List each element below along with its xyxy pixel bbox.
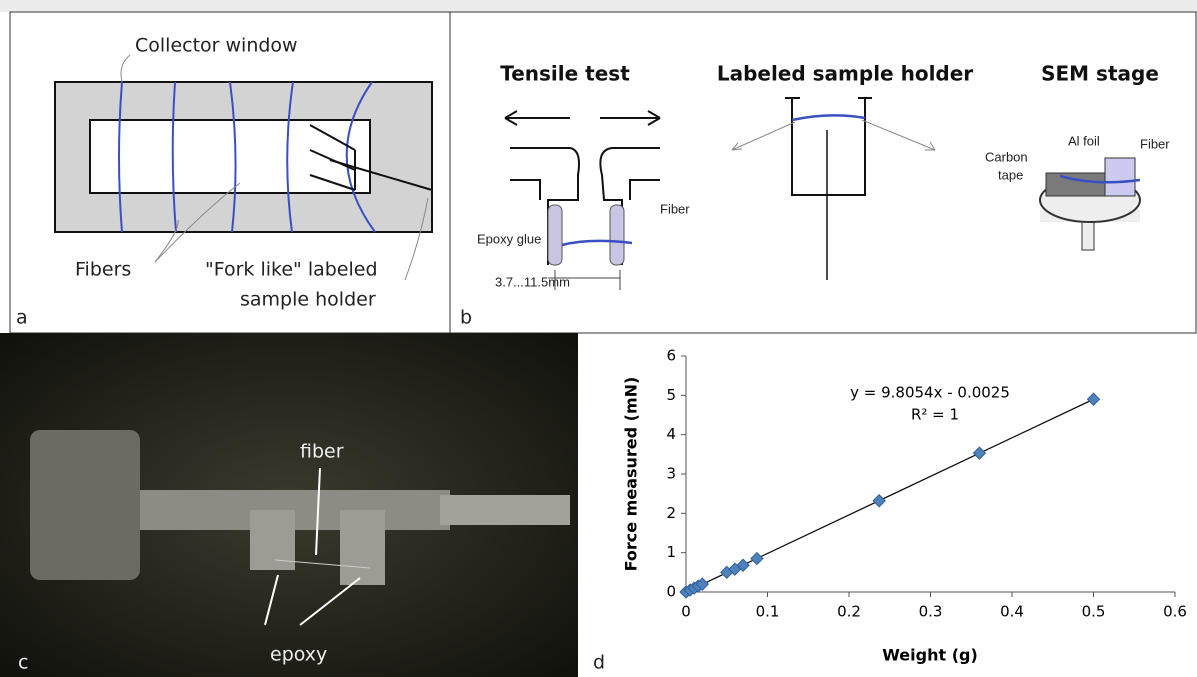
y-tick-label: 3 (666, 465, 676, 483)
point (736, 558, 750, 572)
x-tick-label: 0.2 (837, 603, 861, 621)
title: SEM stage (1041, 62, 1159, 86)
annotation: "Fork like" labeled (205, 259, 378, 281)
annotation: Fiber (660, 201, 690, 216)
panel-b: Tensile test Labeled sample holder SEM s… (449, 11, 1197, 334)
x-tick-label: 0.4 (1000, 603, 1024, 621)
grip (340, 510, 385, 585)
dimension (548, 270, 621, 290)
fiber (1059, 174, 1141, 184)
panel-d: y = 9.8054x - 0.0025 R² = 1 Weight (g) F… (593, 347, 1187, 674)
x-tick-label: 0.3 (919, 603, 943, 621)
y-tick-label: 2 (666, 504, 676, 522)
y-tick-label: 4 (666, 425, 676, 443)
title: Labeled sample holder (717, 62, 973, 86)
panel-c: fiber epoxy c (0, 333, 578, 677)
x-tick-label: 0 (681, 603, 691, 621)
fiber (274, 559, 371, 569)
point (750, 551, 764, 566)
panel-label: d (593, 652, 605, 674)
title: Tensile test (500, 62, 630, 86)
x-tick-label: 0.6 (1163, 603, 1187, 621)
fibers (118, 81, 376, 233)
annotation: Fiber (1140, 136, 1170, 151)
rod (440, 495, 570, 525)
r-squared: R² = 1 (911, 406, 959, 424)
epoxy (547, 204, 563, 266)
annotation: Epoxy glue (477, 231, 541, 246)
y-tick-label: 5 (666, 386, 676, 404)
annotation: Al foil (1068, 133, 1100, 148)
al-foil (1104, 157, 1136, 197)
y-tick-label: 1 (666, 543, 676, 561)
annotation: sample holder (240, 289, 376, 311)
point (695, 577, 710, 591)
y-tick-label: 0 (666, 583, 676, 601)
fork (309, 124, 433, 191)
annotation: fiber (300, 441, 344, 463)
y-tick-label: 6 (666, 347, 676, 365)
point (1086, 392, 1101, 406)
x-tick-label: 0.1 (756, 603, 780, 621)
panel-label: c (18, 652, 28, 674)
leaders (120, 54, 429, 281)
fiber (791, 114, 866, 122)
holder (785, 97, 872, 196)
epoxy (609, 204, 625, 266)
x-tick-label: 0.5 (1082, 603, 1106, 621)
y-axis-title: Force measured (mN) (622, 377, 641, 572)
panel-label: b (460, 307, 472, 329)
equation: y = 9.8054x - 0.0025 (850, 384, 1010, 402)
annotation: epoxy (270, 644, 327, 666)
annotation: Fibers (75, 259, 131, 281)
tensile-grips (504, 110, 661, 265)
point (872, 494, 886, 508)
pointers (264, 467, 361, 626)
fiber (561, 239, 633, 247)
annotation: Carbon (985, 149, 1028, 164)
arrows (731, 119, 936, 151)
annotation: 3.7...11.5mm (495, 274, 570, 289)
grip (250, 510, 295, 570)
annotation: Collector window (135, 35, 298, 57)
panel-a: Collector window Fibers "Fork like" labe… (9, 11, 451, 334)
apparatus (30, 430, 140, 580)
panel-label: a (16, 307, 28, 329)
point (972, 446, 987, 460)
x-axis-title: Weight (g) (882, 646, 978, 665)
annotation: tape (998, 167, 1023, 182)
top-strip (0, 0, 1197, 12)
